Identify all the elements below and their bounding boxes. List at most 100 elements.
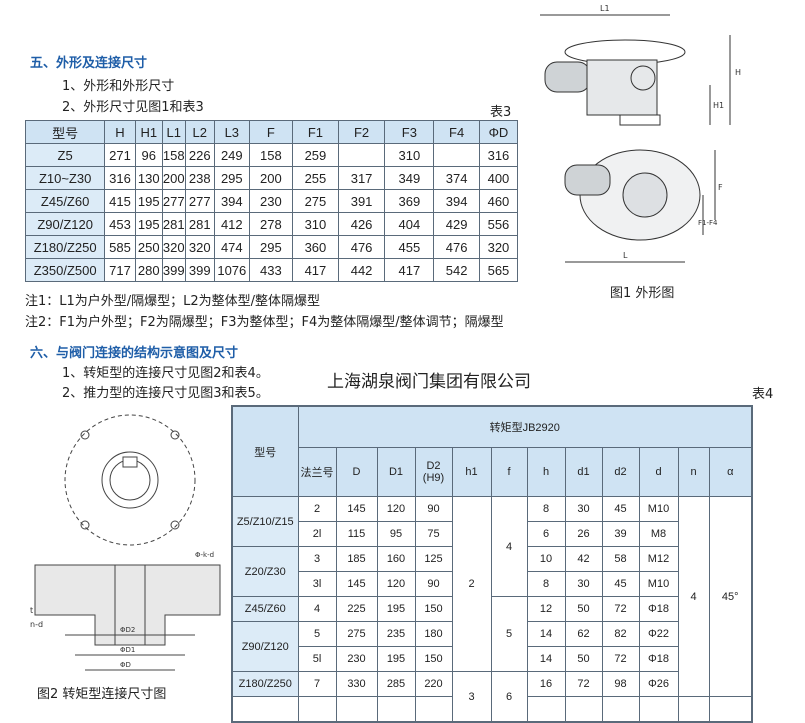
table-cell: 45 <box>601 571 640 597</box>
table-cell: 12 <box>526 596 566 622</box>
table-cell: 271 <box>104 143 136 167</box>
note-2: 注2：F1为户外型；F2为隔爆型；F3为整体型；F4为整体隔爆型/整体调节；隔爆… <box>25 315 504 330</box>
table-cell: F <box>248 120 294 144</box>
table-row: Z180/Z250 7 330 285 220 3 6 16 72 98 Φ26 <box>231 671 752 723</box>
table-cell: 145 <box>335 571 378 597</box>
table-cell: Z180/Z250 <box>231 671 299 697</box>
table-cell: f <box>490 447 528 497</box>
table-cell: 374 <box>433 166 480 190</box>
table-cell: 542 <box>433 258 480 282</box>
table-cell: 277 <box>184 189 215 213</box>
svg-text:Φ-k-d: Φ-k-d <box>195 551 214 559</box>
table-cell: 310 <box>384 143 435 167</box>
table-cell: 415 <box>104 189 136 213</box>
table-cell: 158 <box>161 143 186 167</box>
table-cell: 429 <box>433 212 480 236</box>
table-cell: 369 <box>384 189 435 213</box>
section5-line1: 1、外形和外形尺寸 <box>62 79 175 94</box>
table-cell: 4 <box>297 596 337 622</box>
table-cell: 399 <box>184 258 215 282</box>
table-cell: 220 <box>414 671 453 697</box>
table-cell: n <box>677 447 710 497</box>
svg-text:ΦD1: ΦD1 <box>120 646 135 654</box>
svg-text:F1-F4: F1-F4 <box>698 219 718 227</box>
table-cell: Z5/Z10/Z15 <box>231 496 299 547</box>
table-cell: 42 <box>564 546 603 572</box>
table-cell: 62 <box>564 621 603 647</box>
table-cell: 2l <box>297 521 337 547</box>
table-cell: F1 <box>292 120 339 144</box>
table-cell: 95 <box>376 521 416 547</box>
table-cell: 90 <box>414 571 453 597</box>
table-cell: 230 <box>335 646 378 672</box>
table-cell: 565 <box>478 258 519 282</box>
table-cell: 120 <box>376 496 416 522</box>
table-cell: 200 <box>161 166 186 190</box>
table-cell: Z90/Z120 <box>24 212 106 236</box>
figure2-drawing: n-d t Φ-k-d ΦD ΦD1 ΦD2 <box>30 414 221 671</box>
table-cell: 115 <box>335 521 378 547</box>
figure1-caption: 图1 外形图 <box>610 286 675 301</box>
table-cell: 7 <box>297 671 337 697</box>
table-cell: 281 <box>184 212 215 236</box>
table-cell: 255 <box>292 166 339 190</box>
table3: 型号 H H1 L1 L2 L3 F F1 F2 F3 F4 ΦD Z5 271 96 158 226 249 15… <box>24 120 519 282</box>
table-cell: Z45/Z60 <box>24 189 106 213</box>
figure1-drawing: L1 H H1 F F1-F4 L <box>540 4 741 263</box>
svg-text:H: H <box>735 68 741 77</box>
table-cell: 45° <box>708 496 753 697</box>
table-cell: 320 <box>478 235 519 259</box>
table-cell: 394 <box>213 189 250 213</box>
table-cell <box>708 696 753 723</box>
fig1-label-L1: L1 <box>600 4 610 13</box>
table-cell: 249 <box>213 143 250 167</box>
table-cell <box>526 696 566 723</box>
table-cell: 16 <box>526 671 566 697</box>
table-cell: 8 <box>526 496 566 522</box>
table-cell: 349 <box>384 166 435 190</box>
table-cell: 150 <box>414 596 453 622</box>
table-cell: 4 <box>490 496 528 597</box>
fig2-label-nd: n-d <box>30 620 43 629</box>
table-cell <box>564 696 603 723</box>
table-cell: d <box>638 447 679 497</box>
table-cell: 476 <box>433 235 480 259</box>
table-cell: 转矩型JB2920 <box>297 405 753 448</box>
svg-text:H1: H1 <box>713 101 724 110</box>
table-cell: 2 <box>451 496 492 672</box>
svg-text:ΦD: ΦD <box>120 661 131 669</box>
table-row: Z45/Z60 4 225 195 150 5 12 50 72 Φ18 <box>231 596 752 672</box>
table-cell: 320 <box>184 235 215 259</box>
table-row: Z5/Z10/Z15 2 145 120 90 2 4 8 30 45 M10 4 45° <box>231 496 753 697</box>
svg-text:t: t <box>30 606 33 615</box>
table-cell: 280 <box>134 258 163 282</box>
table-cell: 281 <box>161 212 186 236</box>
table-cell: 10 <box>526 546 566 572</box>
table-cell: 型号 <box>24 120 106 144</box>
table-cell: Z90/Z120 <box>231 621 299 672</box>
table-cell: 400 <box>478 166 519 190</box>
section6-line2: 2、推力型的连接尺寸见图3和表5。 <box>62 386 269 401</box>
table-cell: 238 <box>184 166 215 190</box>
table-cell <box>337 143 386 167</box>
table-cell: 433 <box>248 258 294 282</box>
table-cell: 285 <box>376 671 416 697</box>
table-cell: Φ18 <box>638 596 679 622</box>
table-cell: D <box>335 447 378 497</box>
table-cell: 195 <box>376 646 416 672</box>
table-cell: ΦD <box>478 120 519 144</box>
table-cell: 317 <box>337 166 386 190</box>
table-cell: 310 <box>292 212 339 236</box>
table-cell: L1 <box>161 120 186 144</box>
company-name: 上海湖泉阀门集团有限公司 <box>327 372 531 392</box>
table-cell: 125 <box>414 546 453 572</box>
table-cell: D1 <box>376 447 416 497</box>
table-cell: M10 <box>638 571 679 597</box>
table-cell: 96 <box>134 143 163 167</box>
table-cell: 277 <box>161 189 186 213</box>
table-cell: 476 <box>337 235 386 259</box>
table4: 型号 转矩型JB2920 法兰号 D D1 D2 (H9) h1 f h d1 d2 d n α Z5/Z1… <box>231 405 753 723</box>
table-row: Z5 271 96 158 226 249 158 259 310 316 <box>24 143 519 167</box>
table-cell: 442 <box>337 258 386 282</box>
table-cell <box>297 696 337 723</box>
